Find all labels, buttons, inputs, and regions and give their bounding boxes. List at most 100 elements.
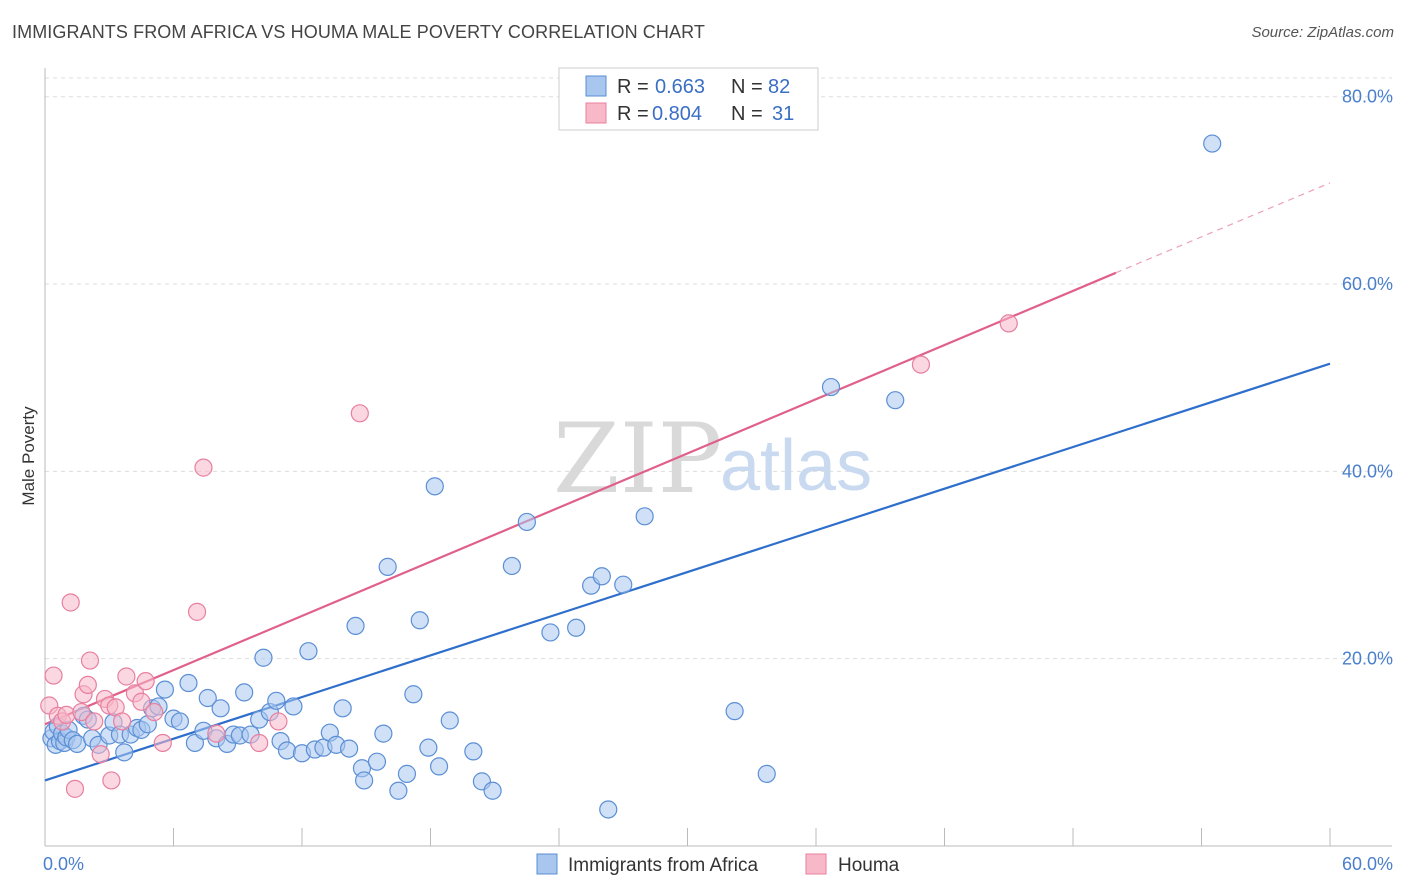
data-point-blue-52 bbox=[333, 699, 352, 718]
data-point-blue-31 bbox=[198, 688, 217, 708]
legend-r-value-1: 0.663 bbox=[655, 76, 705, 98]
data-point-pink-28 bbox=[269, 712, 288, 731]
axes bbox=[44, 68, 1392, 847]
legend-swatch-pink bbox=[585, 102, 607, 124]
data-point-pink-21 bbox=[136, 672, 155, 691]
data-point-pink-26 bbox=[207, 724, 226, 743]
data-point-blue-37 bbox=[235, 683, 254, 702]
data-point-blue-58 bbox=[374, 724, 393, 743]
series-legend: Immigrants from Africa Houma bbox=[536, 853, 900, 876]
data-point-pink-9 bbox=[78, 675, 97, 695]
data-point-blue-59 bbox=[378, 557, 397, 576]
data-point-blue-57 bbox=[367, 752, 387, 771]
data-point-blue-45 bbox=[284, 697, 303, 716]
data-point-pink-18 bbox=[117, 667, 136, 686]
source-credit: Source: ZipAtlas.com bbox=[1251, 24, 1394, 41]
y-tick-label-20: 20.0% bbox=[1342, 649, 1393, 669]
x-tick-label-start: 0.0% bbox=[43, 854, 84, 874]
data-point-blue-76 bbox=[592, 567, 611, 586]
data-point-pink-20 bbox=[132, 692, 151, 711]
legend-n-value-1: 82 bbox=[768, 76, 790, 98]
data-point-pink-5 bbox=[61, 593, 80, 612]
data-point-pink-7 bbox=[72, 702, 91, 722]
y-tick-label-60: 60.0% bbox=[1342, 274, 1393, 294]
watermark-zip: ZIP bbox=[553, 403, 722, 515]
data-point-pink-4 bbox=[57, 705, 76, 724]
data-point-blue-53 bbox=[340, 739, 359, 758]
data-point-blue-18 bbox=[115, 743, 134, 762]
data-point-blue-40 bbox=[254, 648, 273, 667]
legend-swatch-blue bbox=[585, 75, 607, 97]
watermark-atlas: atlas bbox=[720, 426, 872, 506]
x-tick-label-end: 60.0% bbox=[1342, 854, 1393, 874]
data-point-blue-66 bbox=[429, 757, 449, 776]
data-point-blue-68 bbox=[464, 742, 483, 761]
data-point-blue-42 bbox=[267, 691, 286, 710]
data-point-blue-73 bbox=[541, 623, 560, 642]
data-point-blue-74 bbox=[567, 618, 586, 637]
data-point-blue-80 bbox=[725, 702, 744, 721]
trend-line-pink bbox=[44, 271, 1117, 726]
data-point-blue-81 bbox=[757, 764, 776, 783]
y-tick-label-80: 80.0% bbox=[1342, 87, 1393, 107]
legend-r-label-1: R = bbox=[617, 76, 649, 98]
data-point-pink-15 bbox=[102, 771, 121, 790]
data-point-pink-30 bbox=[911, 355, 931, 374]
data-point-pink-27 bbox=[250, 733, 269, 753]
data-point-blue-71 bbox=[502, 556, 521, 576]
data-point-pink-1 bbox=[44, 666, 63, 685]
data-point-blue-62 bbox=[404, 685, 423, 704]
tick-labels: 20.0% 40.0% 60.0% 80.0% 0.0% 60.0% bbox=[43, 87, 1393, 874]
data-point-blue-83 bbox=[886, 391, 905, 410]
data-point-pink-31 bbox=[999, 314, 1018, 333]
series-legend-swatch-blue bbox=[536, 853, 558, 875]
data-point-pink-24 bbox=[187, 602, 207, 621]
data-point-blue-64 bbox=[419, 738, 438, 757]
legend-r-label-2: R = bbox=[617, 103, 649, 125]
data-point-blue-82 bbox=[821, 377, 841, 397]
data-point-blue-60 bbox=[389, 781, 408, 800]
data-point-blue-77 bbox=[599, 800, 618, 819]
data-point-blue-84 bbox=[1203, 134, 1222, 153]
data-point-blue-61 bbox=[397, 764, 417, 783]
data-point-blue-33 bbox=[211, 699, 230, 718]
data-point-blue-67 bbox=[440, 711, 459, 730]
data-point-blue-70 bbox=[483, 781, 502, 800]
data-point-pink-25 bbox=[194, 458, 213, 477]
data-point-pink-12 bbox=[91, 745, 110, 764]
data-point-pink-17 bbox=[112, 712, 132, 731]
correlation-legend: R = 0.663 N = 82 R = 0.804 N = 31 bbox=[558, 67, 819, 131]
data-point-blue-27 bbox=[170, 712, 190, 731]
data-point-blue-47 bbox=[299, 642, 318, 661]
data-point-blue-44 bbox=[277, 741, 297, 760]
y-axis-label: Male Poverty bbox=[19, 406, 38, 506]
trend-line-extension-pink bbox=[1115, 182, 1331, 274]
y-tick-label-40: 40.0% bbox=[1342, 461, 1393, 481]
data-point-blue-72 bbox=[517, 512, 536, 532]
data-point-pink-22 bbox=[145, 702, 164, 722]
data-point-blue-25 bbox=[155, 680, 175, 699]
data-point-pink-10 bbox=[80, 651, 100, 670]
series-legend-label-pink: Houma bbox=[838, 855, 900, 876]
legend-r-value-2: 0.804 bbox=[652, 103, 702, 125]
data-point-blue-56 bbox=[355, 771, 374, 790]
data-point-blue-65 bbox=[425, 477, 444, 496]
legend-n-label-2: N = bbox=[731, 103, 763, 125]
data-point-blue-63 bbox=[410, 611, 429, 630]
data-point-blue-79 bbox=[635, 507, 654, 526]
data-point-pink-11 bbox=[85, 712, 104, 731]
data-point-blue-78 bbox=[614, 575, 633, 594]
data-point-pink-6 bbox=[65, 779, 85, 798]
legend-n-label-1: N = bbox=[731, 76, 763, 98]
data-point-pink-23 bbox=[153, 733, 172, 753]
data-point-blue-54 bbox=[346, 616, 365, 636]
data-points bbox=[40, 134, 1222, 819]
series-legend-label-blue: Immigrants from Africa bbox=[568, 855, 758, 876]
legend-n-value-2: 31 bbox=[772, 103, 794, 125]
series-legend-swatch-pink bbox=[805, 853, 827, 875]
data-point-blue-28 bbox=[179, 673, 198, 693]
data-point-pink-29 bbox=[350, 404, 369, 423]
grid-lines bbox=[45, 77, 1392, 660]
chart-title: IMMIGRANTS FROM AFRICA VS HOUMA MALE POV… bbox=[12, 22, 705, 42]
